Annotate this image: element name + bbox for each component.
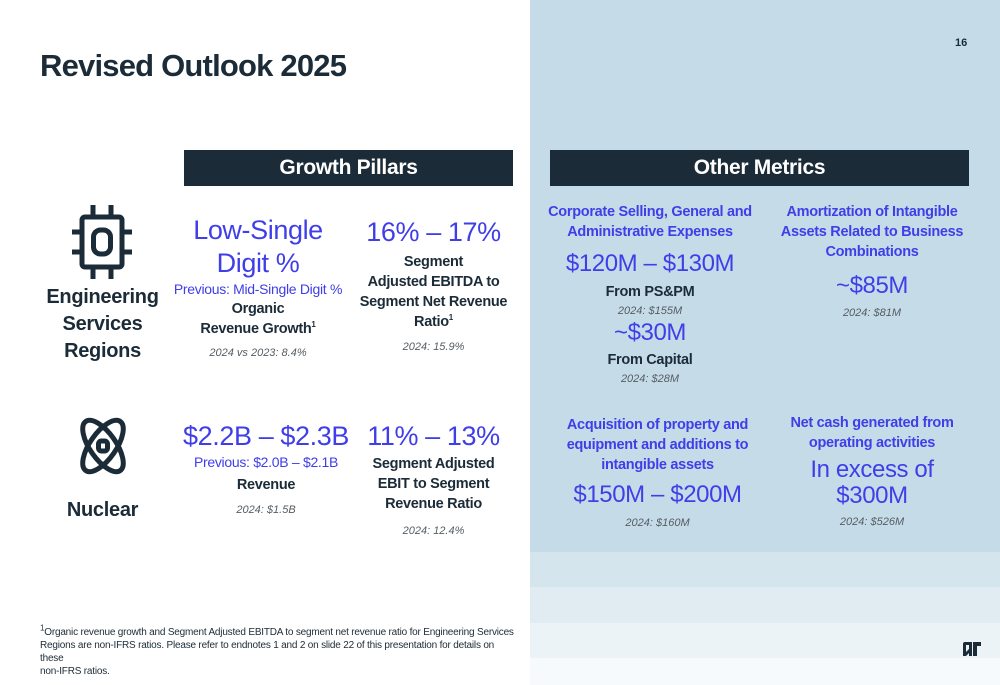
footnote-marker: 1 (311, 320, 316, 330)
metric-label-line: Adjusted EBITDA to (367, 274, 500, 290)
other-metrics-panel-background (530, 0, 1000, 685)
metric-previous: Previous: $2.0B – $2.1B (193, 454, 339, 470)
metric-value: Digit % (216, 248, 300, 278)
footnote: 1Organic revenue growth and Segment Adju… (40, 623, 520, 678)
metric-title: Acquisition of property and equipment an… (545, 415, 770, 475)
segment-name-nuclear: Nuclear (30, 497, 175, 524)
metric-note: 2024: $160M (625, 517, 690, 529)
metric-corporate-sga: Corporate Selling, General and Administr… (535, 202, 765, 386)
metric-note: 2024: $155M (617, 305, 683, 317)
metric-label-line: Ratio1 (346, 312, 521, 332)
metric-title-line: Administrative Expenses (567, 224, 733, 240)
metric-note: 2024: $81M (842, 307, 902, 319)
metric-note: 2024: 15.9% (402, 341, 465, 353)
gradient-band (530, 658, 1000, 685)
gradient-band (530, 552, 1000, 587)
metric-label-line: Revenue Growth1 (160, 319, 356, 339)
page-title: Revised Outlook 2025 (40, 48, 347, 83)
gradient-band (530, 623, 1000, 658)
footnote-text: Organic revenue growth and Segment Adjus… (44, 627, 514, 638)
segment-name-line: Engineering (46, 286, 159, 308)
metric-label-text: Ratio (414, 314, 449, 330)
metric-capex-acquisitions: Acquisition of property and equipment an… (545, 415, 770, 530)
metric-title: Corporate Selling, General and Administr… (535, 202, 765, 242)
metric-title: Net cash generated from operating activi… (762, 413, 982, 453)
metric-label: Segment Adjusted EBITDA to Segment Net R… (346, 252, 521, 332)
footnote-marker: 1 (448, 313, 453, 323)
metric-previous: Previous: Mid-Single Digit % (173, 281, 343, 297)
gradient-band (530, 587, 1000, 623)
metric-title-line: operating activities (808, 435, 936, 451)
metric-net-cash-operating: Net cash generated from operating activi… (762, 413, 982, 529)
metric-note: 2024: $1.5B (236, 504, 296, 516)
footnote-line: non-IFRS ratios. (40, 666, 110, 677)
metric-value: ~$85M (835, 272, 909, 299)
other-metrics-header: Other Metrics (550, 150, 969, 186)
metric-value-line: $300M (836, 482, 908, 509)
metric-title-line: intangible assets (601, 457, 714, 473)
atom-icon (80, 417, 126, 475)
metric-segment-adjusted-ebit-ratio: 11% – 13% Segment Adjusted EBIT to Segme… (346, 420, 521, 538)
metric-label: Revenue (168, 475, 364, 495)
metric-organic-revenue-growth: Low-Single Digit % Previous: Mid-Single … (160, 214, 356, 360)
metric-value: Low-Single (193, 215, 323, 245)
metric-label-line: Revenue (236, 477, 296, 493)
metric-value: ~$30M (613, 319, 687, 346)
metric-label: From Capital (607, 352, 693, 368)
metric-label-line: Segment Net Revenue (359, 294, 508, 310)
metric-label: Organic Revenue Growth1 (160, 299, 356, 339)
metric-value: $2.2B – $2.3B (183, 421, 349, 451)
metric-title-line: Combinations (825, 244, 919, 260)
metric-segment-adjusted-ebitda-ratio: 16% – 17% Segment Adjusted EBITDA to Seg… (346, 216, 521, 354)
growth-pillars-header: Growth Pillars (184, 150, 513, 186)
metric-label-line: Organic (231, 301, 285, 317)
metric-note: 2024 vs 2023: 8.4% (209, 347, 307, 359)
metric-title-line: Corporate Selling, General and (548, 204, 752, 220)
metric-title: Amortization of Intangible Assets Relate… (762, 202, 982, 262)
metric-label-text: Revenue Growth (200, 321, 312, 337)
metric-note: 2024: $526M (839, 516, 905, 528)
metric-title-line: Net cash generated from (790, 415, 954, 431)
segment-name-line: Services (62, 313, 143, 335)
metric-note: 2024: $28M (620, 373, 680, 385)
metric-title-line: Amortization of Intangible (786, 204, 958, 220)
segment-name-line: Nuclear (66, 499, 139, 521)
metric-value: $120M – $130M (565, 250, 735, 277)
metric-value: 16% – 17% (366, 217, 501, 247)
metric-value: In excess of $300M (762, 457, 982, 509)
footnote-marker: 1 (40, 623, 45, 633)
metric-value: $150M – $200M (573, 481, 742, 508)
chip-icon (72, 205, 132, 279)
metric-nuclear-revenue: $2.2B – $2.3B Previous: $2.0B – $2.1B Re… (168, 420, 364, 517)
metric-label-line: Revenue Ratio (385, 496, 482, 512)
metric-value: 11% – 13% (367, 421, 500, 451)
metric-label-line: Segment Adjusted (372, 456, 495, 472)
metric-label-line: EBIT to Segment (377, 476, 490, 492)
metric-title-line: Acquisition of property and (566, 417, 749, 433)
footnote-line: 1Organic revenue growth and Segment Adju… (40, 623, 520, 639)
page-number: 16 (955, 37, 968, 49)
segment-name-line: Regions (64, 340, 141, 362)
company-logo-icon (963, 642, 981, 656)
metric-value-line: In excess of (810, 456, 934, 483)
metric-amortization-intangibles: Amortization of Intangible Assets Relate… (762, 202, 982, 320)
metric-title-line: Assets Related to Business (780, 224, 964, 240)
metric-label: Segment Adjusted EBIT to Segment Revenue… (346, 454, 521, 514)
metric-label-line: Segment (403, 254, 464, 270)
metric-title-line: equipment and additions to (566, 437, 749, 453)
metric-note: 2024: 12.4% (402, 525, 465, 537)
metric-label: From PS&PM (605, 284, 695, 300)
segment-name-engineering: Engineering Services Regions (30, 284, 175, 365)
footnote-line: Regions are non-IFRS ratios. Please refe… (40, 640, 495, 664)
